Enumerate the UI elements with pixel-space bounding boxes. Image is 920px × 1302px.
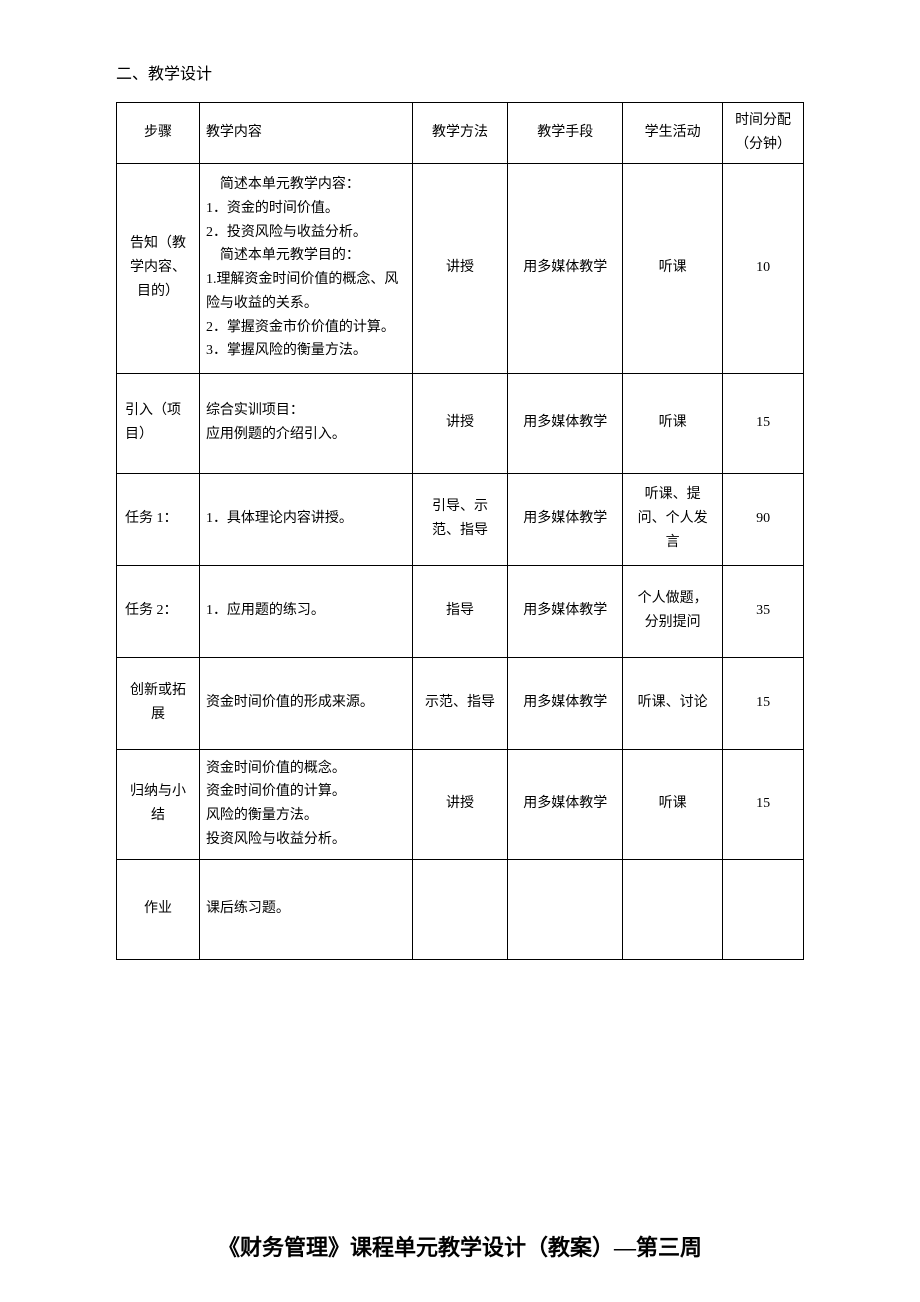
cell-time: 15 [723,657,804,749]
cell-time: 35 [723,565,804,657]
cell-means: 用多媒体教学 [508,163,623,373]
cell-activity: 听课、讨论 [623,657,723,749]
content-block: 资金时间价值的形成来源。 [206,691,406,715]
cell-activity: 个人做题，分别提问 [623,565,723,657]
col-header-activity: 学生活动 [623,103,723,164]
cell-step: 作业 [117,859,200,959]
content-line: 综合实训项目： [206,399,406,423]
cell-activity [623,859,723,959]
cell-time: 15 [723,373,804,473]
cell-means: 用多媒体教学 [508,657,623,749]
content-line: 1．资金的时间价值。 [206,197,406,221]
cell-step: 任务 2： [117,565,200,657]
cell-step: 任务 1： [117,473,200,565]
cell-time: 15 [723,749,804,859]
cell-means: 用多媒体教学 [508,473,623,565]
cell-content: 1．应用题的练习。 [199,565,412,657]
teaching-design-table: 步骤 教学内容 教学方法 教学手段 学生活动 时间分配（分钟） 告知（教学内容、… [116,102,804,960]
content-line: 资金时间价值的形成来源。 [206,691,406,715]
content-line: 简述本单元教学内容： [206,173,406,197]
cell-activity: 听课、提问、个人发言 [623,473,723,565]
table-row: 任务 2： 1．应用题的练习。 指导 用多媒体教学 个人做题，分别提问 35 [117,565,804,657]
col-header-means: 教学手段 [508,103,623,164]
table-row: 创新或拓展 资金时间价值的形成来源。 示范、指导 用多媒体教学 听课、讨论 15 [117,657,804,749]
cell-activity: 听课 [623,163,723,373]
cell-content: 综合实训项目： 应用例题的介绍引入。 [199,373,412,473]
cell-step: 引入（项目） [117,373,200,473]
cell-means: 用多媒体教学 [508,373,623,473]
col-header-method: 教学方法 [412,103,508,164]
section-heading: 二、教学设计 [116,60,804,84]
table-row: 告知（教学内容、目的） 简述本单元教学内容： 1．资金的时间价值。 2．投资风险… [117,163,804,373]
cell-method: 指导 [412,565,508,657]
cell-method: 讲授 [412,373,508,473]
cell-time: 10 [723,163,804,373]
cell-method: 讲授 [412,163,508,373]
content-block: 1．具体理论内容讲授。 [206,507,406,531]
content-line: 2．投资风险与收益分析。 [206,221,406,245]
content-block: 课后练习题。 [206,897,406,921]
content-line: 2．掌握资金市价价值的计算。 [206,316,406,340]
content-block: 综合实训项目： 应用例题的介绍引入。 [206,399,406,447]
cell-activity: 听课 [623,373,723,473]
cell-time: 90 [723,473,804,565]
cell-time [723,859,804,959]
content-block: 1．应用题的练习。 [206,599,406,623]
cell-step: 告知（教学内容、目的） [117,163,200,373]
cell-step: 归纳与小结 [117,749,200,859]
cell-content: 资金时间价值的形成来源。 [199,657,412,749]
cell-step: 创新或拓展 [117,657,200,749]
cell-content: 1．具体理论内容讲授。 [199,473,412,565]
content-line: 投资风险与收益分析。 [206,828,406,852]
content-line: 1．具体理论内容讲授。 [206,507,406,531]
cell-method: 引导、示范、指导 [412,473,508,565]
cell-method [412,859,508,959]
table-row: 引入（项目） 综合实训项目： 应用例题的介绍引入。 讲授 用多媒体教学 听课 1… [117,373,804,473]
content-line: 1．应用题的练习。 [206,599,406,623]
table-row: 作业 课后练习题。 [117,859,804,959]
footer-page-title: 《财务管理》课程单元教学设计（教案）—第三周 [116,1230,804,1262]
content-block: 资金时间价值的概念。 资金时间价值的计算。 风险的衡量方法。 投资风险与收益分析… [206,757,406,852]
cell-content: 课后练习题。 [199,859,412,959]
cell-method: 示范、指导 [412,657,508,749]
content-line: 风险的衡量方法。 [206,804,406,828]
content-line: 简述本单元教学目的： [206,244,406,268]
col-header-content: 教学内容 [199,103,412,164]
cell-means: 用多媒体教学 [508,565,623,657]
cell-content: 简述本单元教学内容： 1．资金的时间价值。 2．投资风险与收益分析。 简述本单元… [199,163,412,373]
cell-means [508,859,623,959]
content-line: 课后练习题。 [206,897,406,921]
cell-content: 资金时间价值的概念。 资金时间价值的计算。 风险的衡量方法。 投资风险与收益分析… [199,749,412,859]
table-row: 任务 1： 1．具体理论内容讲授。 引导、示范、指导 用多媒体教学 听课、提问、… [117,473,804,565]
content-block: 简述本单元教学内容： 1．资金的时间价值。 2．投资风险与收益分析。 简述本单元… [206,173,406,363]
cell-method: 讲授 [412,749,508,859]
content-line: 应用例题的介绍引入。 [206,423,406,447]
table-body: 告知（教学内容、目的） 简述本单元教学内容： 1．资金的时间价值。 2．投资风险… [117,163,804,959]
cell-means: 用多媒体教学 [508,749,623,859]
table-header-row: 步骤 教学内容 教学方法 教学手段 学生活动 时间分配（分钟） [117,103,804,164]
col-header-step: 步骤 [117,103,200,164]
col-header-time: 时间分配（分钟） [723,103,804,164]
cell-activity: 听课 [623,749,723,859]
content-line: 3．掌握风险的衡量方法。 [206,339,406,363]
content-line: 资金时间价值的概念。 [206,757,406,781]
content-line: 资金时间价值的计算。 [206,780,406,804]
table-row: 归纳与小结 资金时间价值的概念。 资金时间价值的计算。 风险的衡量方法。 投资风… [117,749,804,859]
content-line: 1.理解资金时间价值的概念、风险与收益的关系。 [206,268,406,316]
